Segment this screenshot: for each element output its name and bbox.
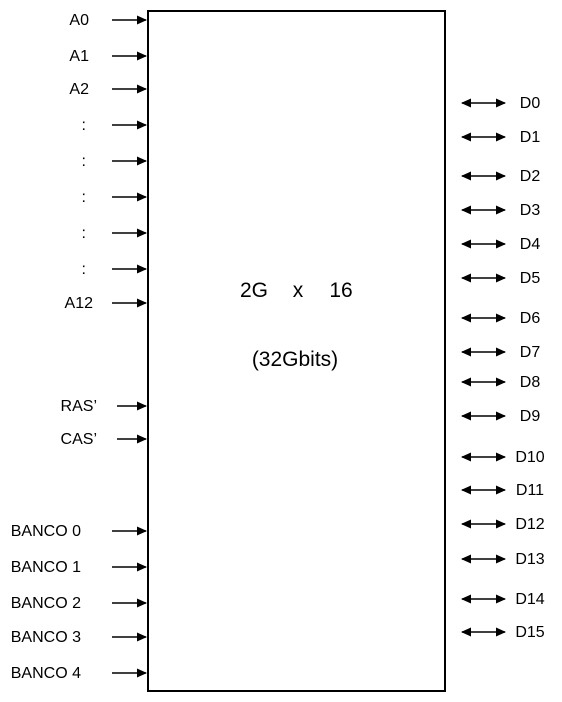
data-pin: D12 [461, 516, 545, 533]
data-pin: D6 [461, 310, 541, 327]
data-pin-label: D1 [520, 129, 541, 146]
input-pin: A0 [69, 12, 147, 29]
data-pin-label: D14 [515, 591, 544, 608]
data-pin-label: D15 [515, 624, 544, 641]
data-pin: D10 [461, 449, 545, 466]
data-pin: D4 [461, 236, 541, 253]
input-pin-label: RAS’ [61, 398, 97, 415]
data-pin: D0 [461, 95, 541, 112]
data-pin-label: D13 [515, 551, 544, 568]
chip-organization-width: 16 [329, 279, 352, 302]
input-pin-label: BANCO 1 [11, 559, 81, 576]
input-pin-label: BANCO 3 [11, 629, 81, 646]
input-pin: : [82, 117, 147, 134]
chip-organization-times: x [293, 279, 304, 302]
data-pin-label: D10 [515, 449, 544, 466]
input-pin-label: : [82, 225, 86, 242]
data-pin: D13 [461, 551, 545, 568]
input-pin: A1 [69, 48, 147, 65]
chip-capacity: (32Gbits) [252, 348, 338, 371]
data-pin-label: D0 [520, 95, 541, 112]
input-pin-label: A2 [69, 81, 89, 98]
data-pin: D9 [461, 408, 541, 425]
input-pin: BANCO 0 [11, 523, 147, 540]
data-pin: D3 [461, 202, 541, 219]
data-pin: D11 [461, 482, 544, 499]
input-pin-label: A12 [65, 295, 94, 312]
input-pin-label: BANCO 2 [11, 595, 81, 612]
input-pin: A2 [69, 81, 147, 98]
data-pin: D5 [461, 270, 541, 287]
data-pin: D7 [461, 344, 541, 361]
data-pin: D1 [461, 129, 541, 146]
input-pin-label: : [82, 261, 86, 278]
input-pin-label: A0 [69, 12, 89, 29]
input-pin-label: : [82, 153, 86, 170]
input-pin: BANCO 2 [11, 595, 147, 612]
input-pin: RAS’ [61, 398, 147, 415]
input-pin: : [82, 153, 147, 170]
data-pin-label: D4 [520, 236, 541, 253]
input-pin-label: BANCO 0 [11, 523, 81, 540]
data-pin-label: D2 [520, 168, 541, 185]
data-pin: D2 [461, 168, 541, 185]
data-pins: D0 D1 D2 D3 D4 D5 D6 D7 D8 D9 D10 D11 D12 D13 D14 D15 [461, 95, 545, 641]
data-pin-label: D6 [520, 310, 541, 327]
chip-organization-words: 2G [240, 279, 268, 302]
input-pin: : [82, 225, 147, 242]
data-pin: D15 [461, 624, 545, 641]
data-pin-label: D12 [515, 516, 544, 533]
input-pin-label: : [82, 189, 86, 206]
input-pin: : [82, 261, 147, 278]
data-pin-label: D11 [516, 482, 544, 499]
input-pin-label: CAS’ [61, 431, 97, 448]
data-pin-label: D9 [520, 408, 541, 425]
data-pin-label: D7 [520, 344, 541, 361]
input-pin: BANCO 4 [11, 665, 147, 682]
input-pin-label: A1 [69, 48, 89, 65]
input-pin: BANCO 1 [11, 559, 147, 576]
data-pin-label: D5 [520, 270, 541, 287]
data-pin-label: D3 [520, 202, 541, 219]
memory-chip-block [147, 10, 446, 692]
input-pin-label: : [82, 117, 86, 134]
data-pin: D14 [461, 591, 545, 608]
input-pin-label: BANCO 4 [11, 665, 81, 682]
input-pin: A12 [65, 295, 147, 312]
input-pin: BANCO 3 [11, 629, 147, 646]
input-pin: CAS’ [61, 431, 147, 448]
input-pin: : [82, 189, 147, 206]
data-pin-label: D8 [520, 374, 541, 391]
data-pin: D8 [461, 374, 541, 391]
